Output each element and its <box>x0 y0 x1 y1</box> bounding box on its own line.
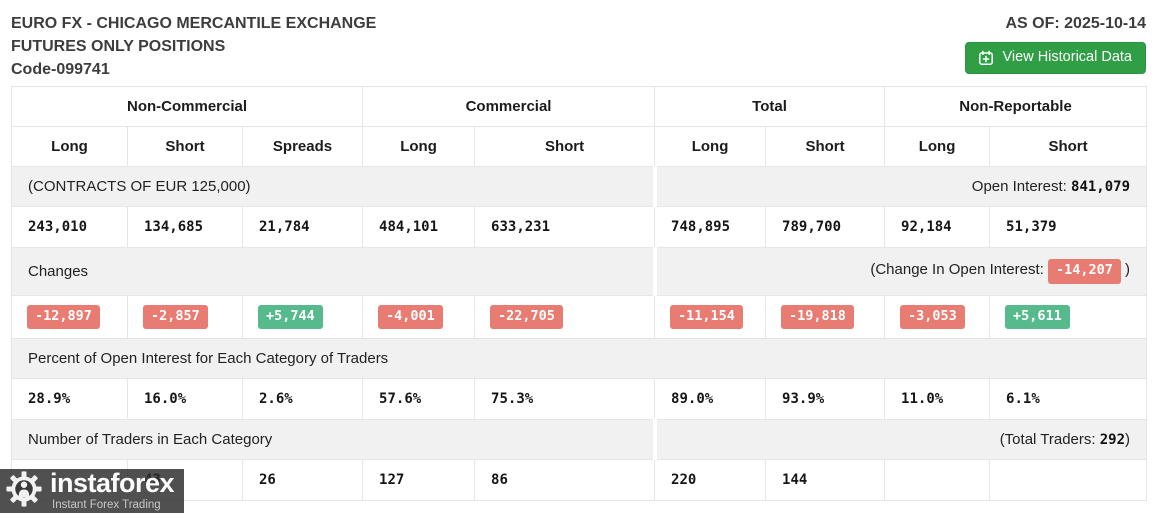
group-header-commercial: Commercial <box>362 86 656 127</box>
percent-value: 89.0% <box>654 378 767 421</box>
percent-value: 2.6% <box>241 378 364 421</box>
group-header-total: Total <box>654 86 886 127</box>
traders-value <box>989 459 1148 502</box>
position-value: 92,184 <box>884 206 991 248</box>
col-header-nc-long: Long <box>11 126 128 167</box>
percent-value: 28.9% <box>11 378 128 421</box>
position-value: 21,784 <box>241 206 364 248</box>
instaforex-tagline: Instant Forex Trading <box>52 499 161 512</box>
position-value: 748,895 <box>654 206 767 248</box>
change-cell: -11,154 <box>654 294 767 340</box>
change-cell: +5,611 <box>989 294 1148 340</box>
column-header-row: Long Short Spreads Long Short Long Short… <box>11 126 1148 167</box>
as-of-date: AS OF: 2025-10-14 <box>1005 15 1146 32</box>
position-value: 51,379 <box>989 206 1148 248</box>
traders-value: 144 <box>765 459 886 502</box>
percent-value: 6.1% <box>989 378 1148 421</box>
changes-band-row: Changes (Change In Open Interest: -14,20… <box>10 247 1148 296</box>
change-badge: -11,154 <box>670 304 743 330</box>
instaforex-watermark-text: instaforex Instant Forex Trading <box>50 468 175 512</box>
change-badge: +5,744 <box>258 304 323 330</box>
change-cell: +5,744 <box>241 294 364 340</box>
group-header-non-reportable: Non-Reportable <box>884 86 1148 127</box>
traders-value <box>884 459 991 502</box>
total-traders-suffix: ) <box>1125 431 1131 449</box>
change-open-interest-cell: (Change In Open Interest: -14,207 ) <box>652 247 1148 296</box>
percents-row: 28.9% 16.0% 2.6% 57.6% 75.3% 89.0% 93.9%… <box>11 378 1148 421</box>
change-oi-label: (Change In Open Interest: <box>870 261 1048 278</box>
col-header-nc-spreads: Spreads <box>241 126 364 167</box>
view-historical-data-button[interactable]: View Historical Data <box>964 42 1146 75</box>
instaforex-gear-icon <box>5 470 43 513</box>
traders-value: 220 <box>654 459 767 502</box>
total-traders-label: (Total Traders: <box>999 431 1100 449</box>
report-subtitle: FUTURES ONLY POSITIONS <box>11 38 226 55</box>
col-header-c-short: Short <box>474 126 656 167</box>
change-badge: -22,705 <box>490 304 563 330</box>
change-oi-badge: -14,207 <box>1047 259 1121 284</box>
report-title: EURO FX - CHICAGO MERCANTILE EXCHANGE <box>11 15 377 32</box>
contracts-note: (CONTRACTS OF EUR 125,000) <box>10 166 656 207</box>
open-interest-cell: Open Interest: 841,079 <box>652 166 1148 207</box>
report-titles: EURO FX - CHICAGO MERCANTILE EXCHANGE FU… <box>11 12 376 81</box>
change-oi-suffix: ) <box>1120 261 1131 278</box>
col-header-c-long: Long <box>362 126 476 167</box>
group-header-non-commercial: Non-Commercial <box>10 86 364 127</box>
position-value: 633,231 <box>474 206 656 248</box>
change-badge: -2,857 <box>143 304 208 330</box>
percent-value: 75.3% <box>474 378 656 421</box>
report-code: Code-099741 <box>11 61 110 78</box>
view-historical-data-label: View Historical Data <box>1002 49 1132 65</box>
position-value: 243,010 <box>11 206 128 248</box>
traders-value: 127 <box>362 459 476 502</box>
col-header-nc-short: Short <box>127 126 243 167</box>
traders-band-label: Number of Traders in Each Category <box>10 419 656 461</box>
col-header-t-long: Long <box>654 126 767 167</box>
change-badge: -12,897 <box>27 304 100 330</box>
percent-value: 57.6% <box>362 378 476 421</box>
percent-value: 93.9% <box>765 378 886 421</box>
changes-label: Changes <box>10 247 656 296</box>
change-badge: -4,001 <box>378 304 443 330</box>
traders-value: 26 <box>241 459 364 502</box>
change-badge: -19,818 <box>781 304 854 330</box>
contracts-band-row: (CONTRACTS OF EUR 125,000) Open Interest… <box>10 166 1148 207</box>
percent-band-row: Percent of Open Interest for Each Catego… <box>10 338 1148 380</box>
instaforex-brand: instaforex <box>50 468 175 499</box>
total-traders-cell: (Total Traders: 292) <box>652 419 1148 461</box>
cot-positions-table: Non-Commercial Commercial Total Non-Repo… <box>10 86 1148 502</box>
col-header-nr-long: Long <box>884 126 991 167</box>
header-right: AS OF: 2025-10-14 View Historical Data <box>964 12 1146 75</box>
percent-value: 11.0% <box>884 378 991 421</box>
change-cell: -12,897 <box>11 294 128 340</box>
instaforex-watermark: instaforex Instant Forex Trading <box>0 469 184 513</box>
report-header: EURO FX - CHICAGO MERCANTILE EXCHANGE FU… <box>0 0 1157 86</box>
change-badge: +5,611 <box>1005 304 1070 330</box>
col-header-nr-short: Short <box>989 126 1148 167</box>
open-interest-label: Open Interest: <box>971 178 1072 195</box>
change-badge: -3,053 <box>900 304 965 330</box>
change-cell: -3,053 <box>884 294 991 340</box>
group-header-row: Non-Commercial Commercial Total Non-Repo… <box>10 86 1148 127</box>
change-cell: -22,705 <box>474 294 656 340</box>
positions-row: 243,010 134,685 21,784 484,101 633,231 7… <box>11 206 1148 248</box>
position-value: 484,101 <box>362 206 476 248</box>
change-cell: -2,857 <box>127 294 243 340</box>
percent-band-label: Percent of Open Interest for Each Catego… <box>10 338 1148 380</box>
position-value: 789,700 <box>765 206 886 248</box>
percent-value: 16.0% <box>127 378 243 421</box>
calendar-plus-icon <box>978 50 994 66</box>
total-traders-value: 292 <box>1099 432 1126 449</box>
traders-band-row: Number of Traders in Each Category (Tota… <box>10 419 1148 461</box>
traders-value: 86 <box>474 459 656 502</box>
open-interest-value: 841,079 <box>1071 179 1131 195</box>
change-cell: -4,001 <box>362 294 476 340</box>
changes-values-row: -12,897 -2,857 +5,744 -4,001 -22,705 -11… <box>11 294 1148 340</box>
position-value: 134,685 <box>127 206 243 248</box>
col-header-t-short: Short <box>765 126 886 167</box>
change-cell: -19,818 <box>765 294 886 340</box>
